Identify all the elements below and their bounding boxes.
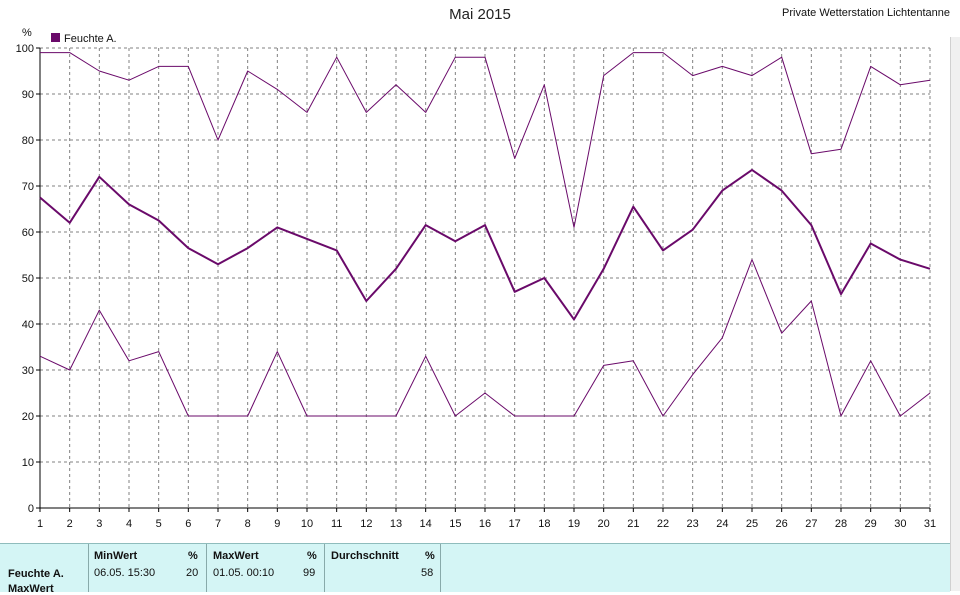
stats-label-cell [0, 544, 89, 592]
y-tick-label: 20 [22, 411, 34, 423]
x-tick-label: 5 [156, 518, 162, 530]
series-line-max [40, 52, 931, 228]
x-tick-label: 8 [245, 518, 251, 530]
series [39, 52, 931, 417]
x-tick-label: 17 [509, 518, 521, 530]
x-tick-label: 6 [185, 518, 191, 530]
x-tick-label: 1 [37, 518, 43, 530]
max-header: MaxWert [213, 550, 259, 562]
x-tick-label: 30 [894, 518, 906, 530]
x-tick-label: 20 [598, 518, 610, 530]
station-name: Private Wetterstation Lichtentanne [782, 7, 950, 19]
stats-max-cell: MaxWert % 01.05. 00:10 99 [207, 544, 325, 592]
x-tick-label: 4 [126, 518, 132, 530]
stats-panel: Feuchte A. MaxWert MinWert % 06.05. 15:3… [0, 543, 950, 595]
x-tick-label: 12 [360, 518, 372, 530]
legend: Feuchte A. [51, 33, 117, 45]
x-tick-label: 27 [805, 518, 817, 530]
x-tick-label: 23 [687, 518, 699, 530]
max-time: 01.05. 00:10 [213, 567, 275, 579]
min-time: 06.05. 15:30 [94, 567, 156, 579]
x-tick-label: 19 [568, 518, 580, 530]
x-tick-label: 2 [67, 518, 73, 530]
min-header: MinWert [94, 550, 138, 562]
min-value: 20 [186, 567, 199, 579]
x-tick-label: 21 [627, 518, 639, 530]
y-tick-label: 80 [22, 135, 34, 147]
stats-row-label: Feuchte A. [8, 568, 64, 580]
avg-value: 58 [421, 567, 434, 579]
y-tick-label: 0 [28, 503, 34, 515]
vertical-scrollbar[interactable] [950, 37, 960, 591]
max-value: 99 [303, 567, 316, 579]
y-tick-label: 100 [16, 43, 34, 55]
max-unit: % [307, 550, 317, 562]
avg-header: Durchschnitt [331, 550, 399, 562]
y-tick-label: 30 [22, 365, 34, 377]
y-tick-label: 60 [22, 227, 34, 239]
x-tick-label: 16 [479, 518, 491, 530]
x-tick-label: 14 [420, 518, 432, 530]
x-tick-label: 31 [924, 518, 936, 530]
x-tick-label: 26 [776, 518, 788, 530]
avg-unit: % [425, 550, 435, 562]
y-axis-unit: % [22, 27, 32, 39]
x-tick-label: 9 [274, 518, 280, 530]
y-tick-label: 50 [22, 273, 34, 285]
stats-avg-cell: Durchschnitt % 58 [325, 544, 441, 592]
x-tick-label: 10 [301, 518, 313, 530]
stats-min-cell: MinWert % 06.05. 15:30 20 [88, 544, 207, 592]
x-tick-label: 7 [215, 518, 221, 530]
x-tick-label: 3 [96, 518, 102, 530]
x-tick-label: 18 [538, 518, 550, 530]
series-line-min [39, 259, 931, 417]
legend-swatch [51, 33, 60, 42]
x-tick-label: 24 [716, 518, 728, 530]
chart-title: Mai 2015 [449, 6, 511, 23]
x-tick-label: 11 [331, 518, 342, 530]
x-tick-label: 13 [390, 518, 402, 530]
series-line-avg [39, 168, 931, 321]
y-tick-label: 10 [22, 457, 34, 469]
y-tick-label: 70 [22, 181, 34, 193]
x-tick-label: 29 [865, 518, 877, 530]
x-tick-label: 22 [657, 518, 669, 530]
x-tick-label: 15 [449, 518, 461, 530]
min-unit: % [188, 550, 198, 562]
legend-label: Feuchte A. [64, 33, 117, 45]
grid [40, 47, 931, 508]
x-tick-label: 28 [835, 518, 847, 530]
y-tick-label: 90 [22, 89, 34, 101]
x-tick-label: 25 [746, 518, 758, 530]
y-tick-label: 40 [22, 319, 34, 331]
